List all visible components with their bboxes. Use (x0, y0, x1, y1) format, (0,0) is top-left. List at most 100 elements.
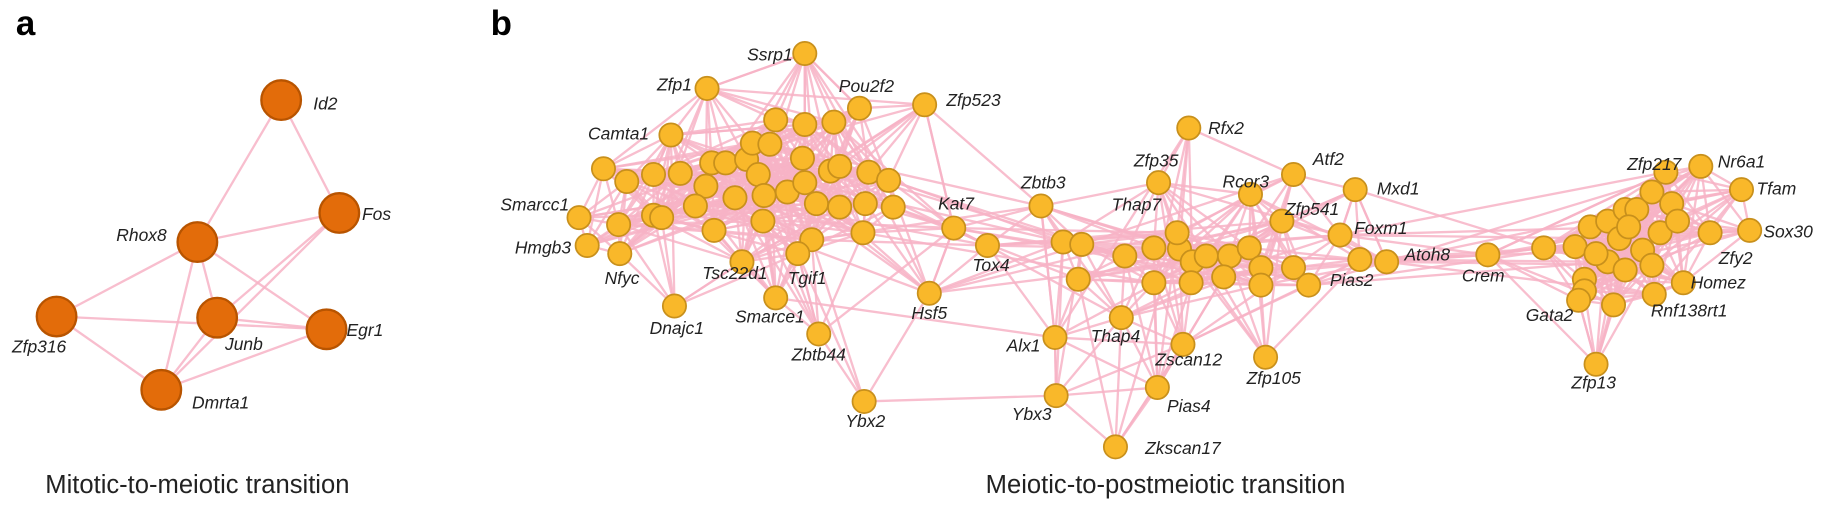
edge (56, 315, 327, 331)
edge (1249, 246, 1360, 261)
node (1612, 257, 1638, 283)
node-label: Hmgb3 (515, 238, 572, 258)
edge (810, 239, 820, 335)
edge (1671, 202, 1751, 232)
nodes (35, 41, 1763, 460)
edge (953, 204, 1042, 230)
node (1248, 272, 1274, 298)
edge (706, 87, 806, 126)
node (1146, 170, 1172, 196)
node (789, 145, 815, 171)
node (1042, 324, 1068, 350)
node-label: Zfp217 (1626, 154, 1683, 174)
edge (618, 252, 676, 307)
edge (1062, 181, 1160, 244)
node (196, 296, 239, 339)
node (792, 170, 818, 196)
edge (1182, 284, 1310, 346)
node-label: Thap4 (1091, 326, 1141, 346)
node-label: Gata2 (1526, 305, 1574, 325)
node-label: Rcor3 (1223, 171, 1270, 191)
node (745, 162, 771, 188)
node (1374, 249, 1400, 275)
node (792, 41, 818, 67)
edge (796, 253, 820, 335)
node (876, 167, 902, 193)
edge (617, 172, 682, 226)
node (1647, 220, 1673, 246)
node (1616, 214, 1642, 240)
node-label: Foxm1 (1354, 218, 1407, 238)
edge (1354, 189, 1388, 263)
edge (1055, 394, 1117, 448)
node-label: Rfx2 (1208, 118, 1244, 138)
edge (1120, 317, 1159, 389)
node (1164, 220, 1190, 246)
node (1112, 243, 1138, 269)
panel-letter: b (491, 4, 512, 43)
node-label: Zfp105 (1246, 368, 1302, 388)
node-label: Ybx3 (1012, 404, 1052, 424)
node (305, 308, 348, 351)
edge (1682, 229, 1751, 284)
node-label: Pou2f2 (839, 76, 895, 96)
node-label: Egr1 (347, 320, 384, 340)
node (803, 191, 829, 217)
node-label: Homez (1691, 273, 1747, 293)
labels: Id2 Fos Rhox8 Junb Egr1 Zfp316 Dmrta1 Ssrp1 Zfp1… (11, 44, 1813, 457)
edge (55, 315, 162, 391)
edge (1053, 127, 1190, 339)
node (1562, 234, 1588, 260)
node-label: Sox30 (1763, 221, 1813, 241)
edge (1040, 181, 1159, 208)
edge (197, 211, 340, 244)
node (1583, 351, 1609, 377)
edge (761, 220, 820, 335)
edge (160, 328, 327, 391)
node (693, 173, 719, 199)
node-label: Zbtb3 (1020, 172, 1066, 192)
node (694, 75, 720, 101)
node (140, 368, 183, 411)
node (792, 111, 818, 138)
edge (1292, 173, 1341, 236)
node-label: Junb (224, 334, 263, 354)
node-label: Tfam (1757, 178, 1797, 198)
edge (818, 227, 955, 335)
node (827, 153, 853, 179)
edge (1157, 181, 1250, 249)
node (1280, 255, 1307, 281)
node (1600, 292, 1627, 318)
node-label: Zfp13 (1570, 373, 1616, 393)
edge (810, 239, 866, 402)
edge (923, 103, 1042, 207)
edge (713, 229, 812, 241)
node (916, 280, 942, 306)
edge (1487, 253, 1580, 302)
node-label: Atf2 (1312, 149, 1344, 169)
edge (863, 292, 931, 403)
edge (673, 260, 743, 308)
edge (1055, 316, 1123, 397)
edge (1339, 171, 1667, 237)
node-label: Smarce1 (735, 306, 805, 326)
node (35, 295, 78, 338)
node (850, 220, 876, 246)
edge (1308, 260, 1608, 287)
node (1236, 235, 1262, 261)
node-label: Zscan12 (1154, 349, 1222, 369)
node (1639, 179, 1665, 205)
node (1728, 177, 1755, 203)
node-label: Tox4 (972, 255, 1009, 275)
edge (1158, 181, 1251, 196)
node (763, 285, 789, 311)
node (1583, 241, 1609, 267)
edge (796, 253, 866, 402)
edge (923, 104, 955, 229)
edge (1121, 283, 1262, 319)
node (1296, 272, 1322, 298)
node (827, 194, 853, 220)
edge (618, 223, 743, 263)
